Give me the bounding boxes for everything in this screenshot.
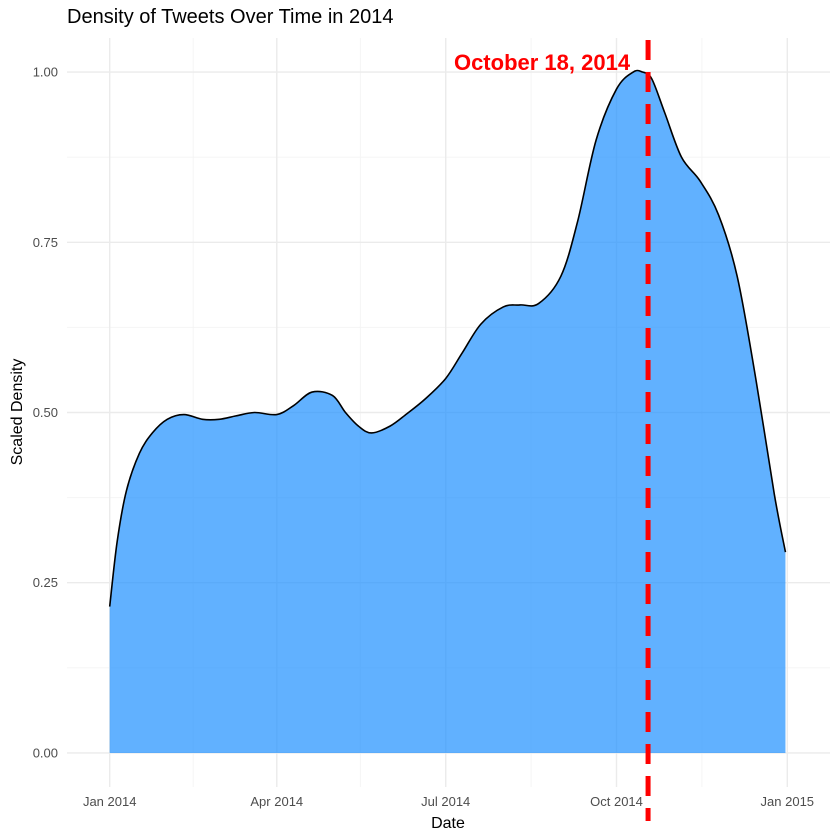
y-tick-label: 0.75 — [33, 235, 58, 250]
y-axis-title: Scaled Density — [9, 359, 26, 466]
annotations: October 18, 2014 — [454, 40, 651, 821]
x-axis-title: Date — [431, 815, 465, 832]
axes: 0.00 0.25 0.50 0.75 1.00 Jan 2014 Apr 2014 Jul … — [33, 65, 814, 809]
y-tick-label: 0.25 — [33, 575, 58, 590]
x-tick-label: Jan 2015 — [761, 794, 815, 809]
x-tick-label: Jan 2014 — [83, 794, 137, 809]
peak-date-label: October 18, 2014 — [454, 50, 631, 75]
x-tick-label: Oct 2014 — [590, 794, 643, 809]
chart-title: Density of Tweets Over Time in 2014 — [67, 6, 393, 28]
x-tick-label: Jul 2014 — [421, 794, 470, 809]
density-line — [108, 69, 787, 607]
y-tick-label: 0.50 — [33, 405, 58, 420]
y-tick-label: 0.00 — [33, 745, 58, 760]
density-area — [109, 70, 786, 753]
y-tick-label: 1.00 — [33, 65, 58, 80]
plot-area — [108, 69, 787, 753]
x-tick-label: Apr 2014 — [250, 794, 303, 809]
